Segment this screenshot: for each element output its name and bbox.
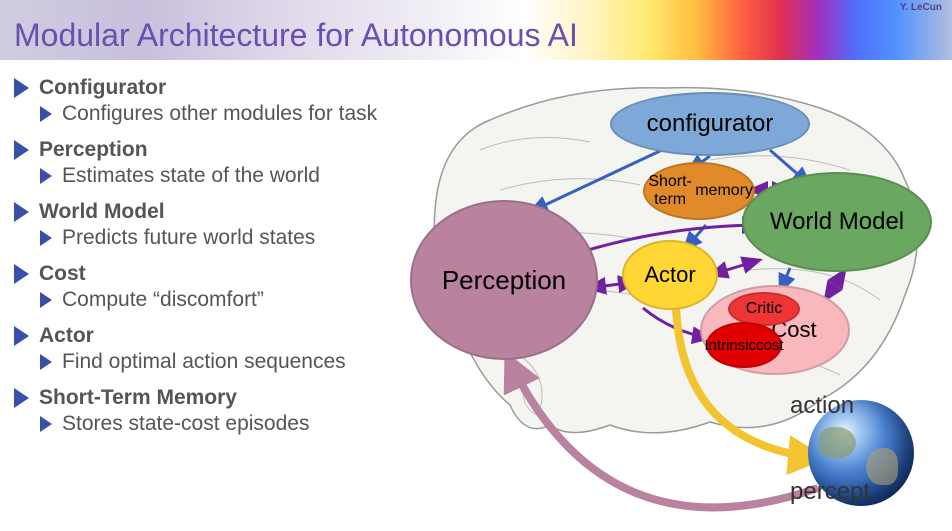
bullet-list: ConfiguratorConfigures other modules for… — [0, 60, 410, 531]
bullet-triangle-icon — [14, 326, 29, 346]
bullet-level2: Predicts future world states — [40, 226, 410, 250]
bullet-head: Perception — [39, 138, 148, 162]
node-actor: Actor — [622, 240, 718, 310]
node-critic: Critic — [728, 292, 800, 326]
node-perception: Perception — [410, 200, 598, 360]
bullet-level1: Cost — [14, 262, 410, 286]
bullet-triangle-icon — [40, 354, 52, 370]
bullet-sub: Stores state-cost episodes — [62, 412, 309, 436]
bullet-sub: Estimates state of the world — [62, 164, 320, 188]
bullet-level1: Actor — [14, 324, 410, 348]
bullet-sub: Configures other modules for task — [62, 102, 377, 126]
bullet-head: Short-Term Memory — [39, 386, 237, 410]
bullet-level2: Stores state-cost episodes — [40, 412, 410, 436]
bullet-sub: Find optimal action sequences — [62, 350, 346, 374]
author-label: Y. LeCun — [900, 2, 942, 13]
bullet-level1: Configurator — [14, 76, 410, 100]
bullet-level2: Estimates state of the world — [40, 164, 410, 188]
arrow-label: percept — [790, 478, 870, 506]
bullet-triangle-icon — [14, 264, 29, 284]
bullet-triangle-icon — [40, 230, 52, 246]
bullet-level2: Find optimal action sequences — [40, 350, 410, 374]
bullet-triangle-icon — [40, 292, 52, 308]
bullet-triangle-icon — [40, 168, 52, 184]
architecture-diagram: configurator Short-termmemoryWorld Model P… — [410, 60, 952, 531]
bullet-triangle-icon — [14, 388, 29, 408]
content-area: ConfiguratorConfigures other modules for… — [0, 60, 952, 531]
bullet-sub: Predicts future world states — [62, 226, 315, 250]
node-worldmodel: World Model — [742, 172, 932, 272]
bullet-head: Cost — [39, 262, 86, 286]
bullet-triangle-icon — [14, 78, 29, 98]
bullet-sub: Compute “discomfort” — [62, 288, 264, 312]
bullet-level1: Perception — [14, 138, 410, 162]
bullet-triangle-icon — [40, 106, 52, 122]
node-intrinsic: Intrinsiccost — [706, 322, 782, 368]
slide-title: Modular Architecture for Autonomous AI — [14, 17, 578, 54]
bullet-level1: World Model — [14, 200, 410, 224]
node-configurator: configurator — [610, 92, 810, 156]
bullet-triangle-icon — [14, 202, 29, 222]
bullet-triangle-icon — [14, 140, 29, 160]
bullet-triangle-icon — [40, 416, 52, 432]
bullet-level2: Compute “discomfort” — [40, 288, 410, 312]
arrow-label: action — [790, 392, 854, 420]
bullet-head: World Model — [39, 200, 165, 224]
bullet-level2: Configures other modules for task — [40, 102, 410, 126]
node-stm: Short-termmemory — [643, 162, 755, 220]
bullet-head: Configurator — [39, 76, 166, 100]
bullet-level1: Short-Term Memory — [14, 386, 410, 410]
bullet-head: Actor — [39, 324, 94, 348]
slide-header: Modular Architecture for Autonomous AI Y… — [0, 0, 952, 60]
